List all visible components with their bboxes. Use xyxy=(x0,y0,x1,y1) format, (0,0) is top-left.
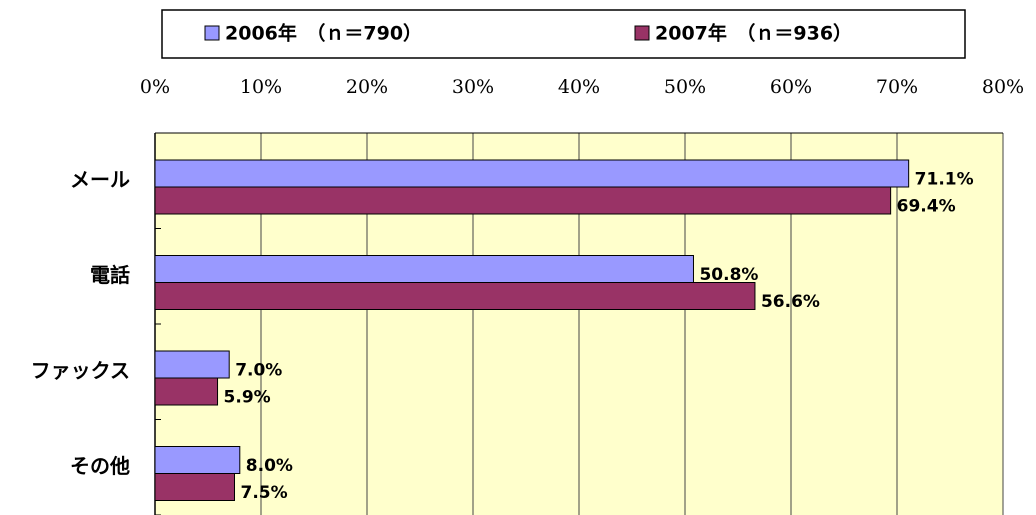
x-tick-label: 30% xyxy=(452,76,494,98)
y-tick-label: メール xyxy=(70,167,130,191)
x-tick-label: 50% xyxy=(664,76,706,98)
bar xyxy=(154,255,694,283)
value-label: 56.6% xyxy=(761,292,820,312)
value-label: 7.5% xyxy=(241,483,288,503)
x-tick-label: 80% xyxy=(982,76,1024,98)
value-label: 50.8% xyxy=(699,265,758,285)
x-tick-label: 40% xyxy=(558,76,600,98)
legend-label: 2007年 （ｎ＝936） xyxy=(655,22,852,45)
legend-box xyxy=(161,9,966,59)
legend-label: 2006年 （ｎ＝790） xyxy=(225,22,422,45)
bar xyxy=(154,159,910,188)
y-tick-label: ファックス xyxy=(31,358,130,382)
value-label: 8.0% xyxy=(246,456,293,476)
bar xyxy=(154,377,219,406)
x-tick-label: 70% xyxy=(876,76,918,98)
bar xyxy=(154,282,756,310)
y-tick-label: 電話 xyxy=(90,263,130,287)
value-label: 69.4% xyxy=(897,197,956,217)
value-label: 71.1% xyxy=(915,170,974,190)
x-tick-label: 10% xyxy=(240,76,282,98)
value-label: 5.9% xyxy=(224,388,271,408)
value-label: 7.0% xyxy=(235,361,282,381)
y-tick-label: その他 xyxy=(70,454,130,478)
legend-swatch xyxy=(634,25,650,41)
bar xyxy=(154,473,235,501)
x-tick-label: 0% xyxy=(140,76,170,98)
x-tick-label: 20% xyxy=(346,76,388,98)
legend-swatch xyxy=(204,25,220,41)
bar xyxy=(154,350,230,379)
bar xyxy=(154,446,241,474)
bar xyxy=(154,186,892,215)
x-tick-label: 60% xyxy=(770,76,812,98)
